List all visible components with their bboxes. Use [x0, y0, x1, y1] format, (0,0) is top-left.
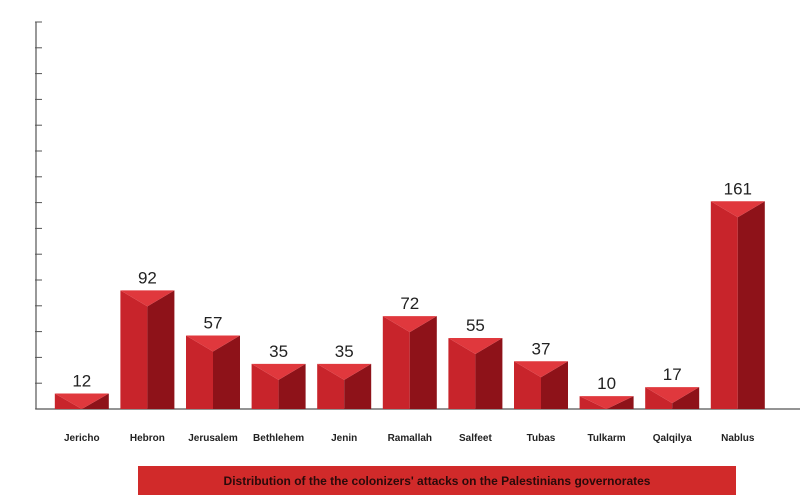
bar: [251, 363, 306, 409]
bar-top: [645, 387, 700, 404]
bar-face-right: [213, 335, 240, 409]
bar-top: [514, 361, 568, 378]
data-label: 35: [335, 342, 354, 361]
x-tick-label: Nablus: [721, 433, 755, 444]
bar: [514, 361, 568, 409]
data-label: 35: [269, 342, 288, 361]
bar-face-left: [514, 361, 541, 409]
bar-top: [317, 363, 372, 380]
bar-face-left: [382, 316, 410, 409]
bar-top: [186, 335, 240, 352]
bar-face-right: [737, 201, 765, 409]
data-label: 92: [138, 268, 157, 287]
chart-labels: 12 Jericho 92 Hebron 57 Jerusalem 35 Bethlehem 3…: [64, 179, 755, 444]
data-label: 57: [204, 313, 223, 332]
data-label: 10: [597, 374, 616, 393]
bar-top: [382, 316, 437, 333]
data-label: 12: [72, 372, 91, 391]
bar: [448, 338, 503, 409]
x-tick-label: Hebron: [130, 433, 165, 444]
data-label: 161: [724, 179, 752, 198]
bar-face-left: [317, 363, 345, 409]
data-label: 72: [400, 294, 419, 313]
x-tick-label: Salfeet: [459, 433, 492, 444]
data-label: 17: [663, 365, 682, 384]
bar-top: [251, 363, 306, 380]
bar-top: [710, 201, 765, 218]
chart-bars: [54, 201, 765, 409]
bar-face-left: [251, 363, 279, 409]
bar-face-left: [120, 290, 148, 409]
bar-face-right: [278, 363, 306, 409]
bar: [120, 290, 175, 409]
bar-face-left: [579, 396, 607, 409]
x-tick-label: Jerusalem: [188, 433, 238, 444]
bar: [317, 363, 372, 409]
chart-title-banner: Distribution of the the colonizers' atta…: [138, 466, 736, 495]
bar-face-right: [672, 387, 700, 409]
bar: [382, 316, 437, 409]
data-label: 55: [466, 316, 485, 335]
bar: [645, 387, 700, 409]
bar: [579, 396, 634, 409]
x-tick-label: Jenin: [331, 433, 357, 444]
x-tick-label: Qalqilya: [653, 433, 692, 444]
bar-face-left: [645, 387, 673, 409]
x-tick-label: Tubas: [527, 433, 556, 444]
bar-face-left: [448, 338, 476, 409]
bar-top: [120, 290, 175, 307]
bar-face-right: [344, 363, 372, 409]
x-tick-label: Ramallah: [388, 433, 432, 444]
bar-face-right: [81, 393, 109, 409]
x-tick-label: Bethlehem: [253, 433, 304, 444]
bar-top: [448, 338, 503, 355]
bar-face-right: [409, 316, 437, 409]
bar-face-left: [54, 393, 82, 409]
bar: [710, 201, 765, 409]
data-label: 37: [532, 339, 551, 358]
bar-face-right: [541, 361, 568, 409]
x-tick-label: Tulkarm: [588, 433, 626, 444]
bar: [54, 393, 109, 409]
bar-face-right: [147, 290, 175, 409]
x-tick-label: Jericho: [64, 433, 100, 444]
bar-face-left: [710, 201, 738, 409]
bar-face-right: [606, 396, 634, 409]
bar-face-left: [186, 335, 213, 409]
bar-top: [579, 396, 634, 409]
chart-title: Distribution of the the colonizers' atta…: [223, 473, 651, 488]
bar: [186, 335, 240, 409]
bar-face-right: [475, 338, 503, 409]
bar-top: [54, 393, 109, 409]
